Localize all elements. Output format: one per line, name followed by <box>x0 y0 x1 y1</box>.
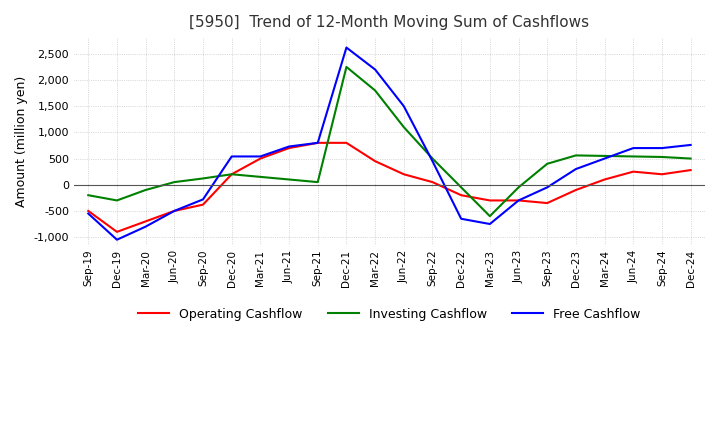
Investing Cashflow <box>342 64 351 70</box>
Operating Cashflow <box>600 177 609 182</box>
Investing Cashflow <box>112 198 121 203</box>
Investing Cashflow <box>572 153 580 158</box>
Free Cashflow <box>342 45 351 50</box>
Operating Cashflow <box>485 198 494 203</box>
Investing Cashflow <box>543 161 552 166</box>
Free Cashflow <box>199 197 207 202</box>
Operating Cashflow <box>400 172 408 177</box>
Free Cashflow <box>256 154 265 159</box>
Free Cashflow <box>485 221 494 227</box>
Investing Cashflow <box>371 88 379 93</box>
Free Cashflow <box>457 216 466 221</box>
Investing Cashflow <box>428 156 437 161</box>
Y-axis label: Amount (million yen): Amount (million yen) <box>15 76 28 207</box>
Title: [5950]  Trend of 12-Month Moving Sum of Cashflows: [5950] Trend of 12-Month Moving Sum of C… <box>189 15 590 30</box>
Operating Cashflow <box>256 156 265 161</box>
Free Cashflow <box>600 156 609 161</box>
Free Cashflow <box>112 237 121 242</box>
Operating Cashflow <box>112 229 121 235</box>
Operating Cashflow <box>313 140 322 146</box>
Line: Operating Cashflow: Operating Cashflow <box>89 143 690 232</box>
Investing Cashflow <box>256 174 265 180</box>
Operating Cashflow <box>457 193 466 198</box>
Operating Cashflow <box>342 140 351 146</box>
Line: Free Cashflow: Free Cashflow <box>89 48 690 240</box>
Investing Cashflow <box>629 154 638 159</box>
Free Cashflow <box>514 198 523 203</box>
Investing Cashflow <box>284 177 293 182</box>
Investing Cashflow <box>657 154 666 160</box>
Free Cashflow <box>284 144 293 149</box>
Operating Cashflow <box>686 168 695 173</box>
Line: Investing Cashflow: Investing Cashflow <box>89 67 690 216</box>
Investing Cashflow <box>457 185 466 190</box>
Investing Cashflow <box>170 180 179 185</box>
Operating Cashflow <box>141 219 150 224</box>
Investing Cashflow <box>514 185 523 190</box>
Free Cashflow <box>543 185 552 190</box>
Operating Cashflow <box>543 201 552 206</box>
Operating Cashflow <box>284 146 293 151</box>
Investing Cashflow <box>228 172 236 177</box>
Operating Cashflow <box>170 208 179 213</box>
Free Cashflow <box>572 166 580 172</box>
Free Cashflow <box>84 211 93 216</box>
Operating Cashflow <box>629 169 638 174</box>
Operating Cashflow <box>84 208 93 213</box>
Operating Cashflow <box>514 198 523 203</box>
Free Cashflow <box>371 67 379 72</box>
Free Cashflow <box>428 158 437 164</box>
Investing Cashflow <box>400 125 408 130</box>
Investing Cashflow <box>600 153 609 158</box>
Operating Cashflow <box>199 202 207 207</box>
Investing Cashflow <box>84 193 93 198</box>
Legend: Operating Cashflow, Investing Cashflow, Free Cashflow: Operating Cashflow, Investing Cashflow, … <box>133 303 646 326</box>
Free Cashflow <box>313 140 322 146</box>
Free Cashflow <box>629 146 638 151</box>
Investing Cashflow <box>485 213 494 219</box>
Operating Cashflow <box>228 172 236 177</box>
Free Cashflow <box>686 142 695 147</box>
Operating Cashflow <box>572 187 580 193</box>
Investing Cashflow <box>686 156 695 161</box>
Free Cashflow <box>141 224 150 229</box>
Operating Cashflow <box>657 172 666 177</box>
Free Cashflow <box>228 154 236 159</box>
Operating Cashflow <box>371 158 379 164</box>
Investing Cashflow <box>199 176 207 181</box>
Free Cashflow <box>170 208 179 213</box>
Free Cashflow <box>657 146 666 151</box>
Operating Cashflow <box>428 180 437 185</box>
Free Cashflow <box>400 103 408 109</box>
Investing Cashflow <box>313 180 322 185</box>
Investing Cashflow <box>141 187 150 193</box>
